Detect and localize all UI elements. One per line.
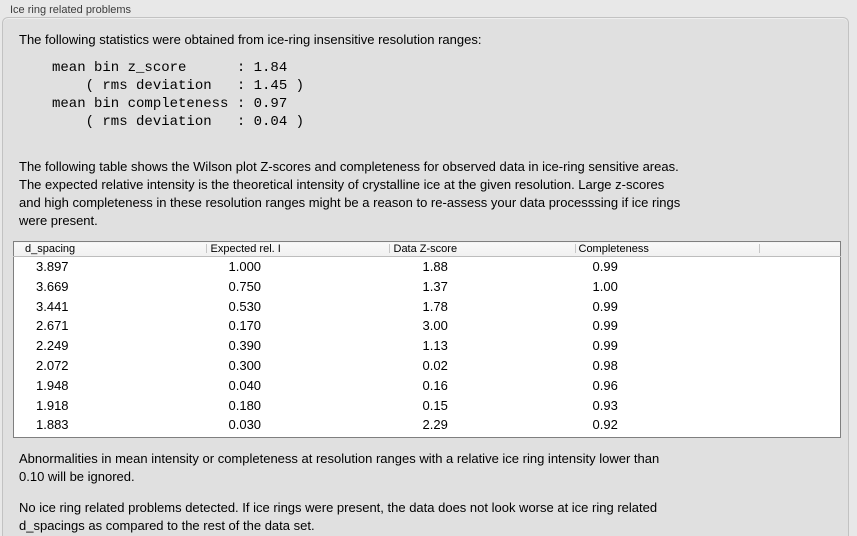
table-header: d_spacing Expected rel. I Data Z-score C… (13, 241, 841, 257)
cell-d-spacing: 1.883 (36, 417, 69, 433)
column-header-d-spacing[interactable]: d_spacing (13, 241, 206, 257)
cell-data-z-score: 0.16 (422, 377, 448, 393)
table-row[interactable]: 3.897 1.000 1.88 0.99 (14, 257, 841, 277)
cell-completeness: 0.99 (592, 338, 618, 354)
column-header-empty (758, 241, 841, 257)
cell-completeness: 0.99 (592, 318, 618, 334)
cell-expected-rel-i: 0.300 (228, 357, 262, 373)
cell-data-z-score: 1.13 (422, 338, 448, 354)
cell-data-z-score: 3.00 (422, 318, 448, 334)
cell-completeness: 0.99 (592, 259, 618, 274)
cell-data-z-score: 0.15 (422, 397, 448, 413)
cell-completeness: 0.99 (592, 298, 618, 314)
cell-expected-rel-i: 0.180 (228, 397, 262, 413)
cell-d-spacing: 2.671 (36, 318, 69, 334)
cell-data-z-score: 1.37 (422, 278, 448, 294)
cell-expected-rel-i: 0.170 (228, 318, 262, 334)
cell-data-z-score: 0.02 (422, 357, 448, 373)
cell-d-spacing: 1.948 (36, 377, 69, 393)
cell-d-spacing: 2.072 (36, 357, 69, 373)
cell-completeness: 0.93 (592, 397, 618, 413)
cell-data-z-score: 1.78 (422, 298, 448, 314)
cell-d-spacing: 3.669 (36, 278, 69, 294)
stats-block: mean bin z_score : 1.84 ( rms deviation … (52, 60, 305, 130)
table-row[interactable]: 2.072 0.300 0.02 0.98 (14, 356, 841, 376)
table-row[interactable]: 1.883 0.030 2.29 0.92 (14, 415, 841, 437)
cell-expected-rel-i: 0.390 (228, 338, 262, 354)
conclusion-text: No ice ring related problems detected. I… (19, 500, 658, 534)
table-row[interactable]: 2.671 0.170 3.00 0.99 (14, 316, 841, 336)
cell-expected-rel-i: 0.750 (228, 278, 262, 294)
table-row[interactable]: 1.918 0.180 0.15 0.93 (14, 396, 841, 416)
table-row[interactable]: 3.441 0.530 1.78 0.99 (14, 297, 841, 317)
cell-expected-rel-i: 0.530 (228, 298, 262, 314)
column-header-data-z-score[interactable]: Data Z-score (388, 241, 575, 257)
ice-ring-table: d_spacing Expected rel. I Data Z-score C… (13, 241, 841, 439)
table-body: 3.897 1.000 1.88 0.99 3.669 0.750 1.37 1… (14, 257, 841, 438)
cell-completeness: 0.98 (592, 357, 618, 373)
cell-expected-rel-i: 1.000 (228, 259, 262, 274)
column-header-expected-rel-i[interactable]: Expected rel. I (205, 241, 389, 257)
cell-expected-rel-i: 0.030 (228, 417, 262, 433)
cell-d-spacing: 3.897 (36, 259, 69, 274)
table-header-row: d_spacing Expected rel. I Data Z-score C… (13, 241, 841, 257)
cell-data-z-score: 1.88 (422, 259, 448, 274)
ignore-note: Abnormalities in mean intensity or compl… (19, 451, 660, 485)
cell-data-z-score: 2.29 (422, 417, 448, 433)
intro-text: The following statistics were obtained f… (19, 32, 482, 47)
cell-d-spacing: 1.918 (36, 397, 69, 413)
cell-completeness: 0.96 (592, 377, 618, 393)
column-header-completeness[interactable]: Completeness (574, 241, 759, 257)
ice-ring-panel: The following statistics were obtained f… (2, 17, 849, 536)
cell-expected-rel-i: 0.040 (228, 377, 262, 393)
cell-d-spacing: 2.249 (36, 338, 69, 354)
table-description: The following table shows the Wilson plo… (19, 159, 681, 228)
cell-completeness: 1.00 (592, 278, 618, 294)
table-row[interactable]: 3.669 0.750 1.37 1.00 (14, 277, 841, 297)
cell-d-spacing: 3.441 (36, 298, 69, 314)
table-row[interactable]: 1.948 0.040 0.16 0.96 (14, 376, 841, 396)
section-title: Ice ring related problems (10, 4, 132, 16)
cell-completeness: 0.92 (592, 417, 618, 433)
table-row[interactable]: 2.249 0.390 1.13 0.99 (14, 336, 841, 356)
